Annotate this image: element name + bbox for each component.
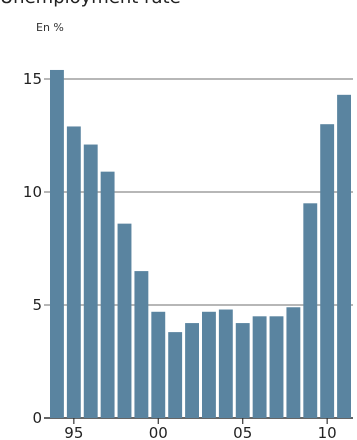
y-tick-label: 10 — [23, 183, 42, 201]
bar-1999 — [134, 271, 149, 418]
y-tick-label: 0 — [32, 409, 42, 427]
bar-2000 — [151, 311, 166, 418]
bar-2001 — [168, 332, 183, 418]
bar-1996 — [83, 144, 98, 419]
bar-1998 — [117, 223, 132, 418]
bar-2003 — [202, 311, 216, 418]
bar-2008 — [286, 307, 301, 418]
bar-1995 — [66, 126, 81, 419]
bar-2007 — [269, 316, 284, 418]
chart-subtitle: En % — [36, 21, 64, 34]
x-tick-label: 95 — [64, 424, 83, 440]
bar-2010 — [320, 124, 335, 418]
bar-1997 — [100, 171, 115, 418]
y-tick-label: 15 — [23, 70, 42, 88]
bar-2011 — [337, 94, 351, 418]
bar-2009 — [303, 203, 318, 418]
bar-2006 — [252, 316, 267, 418]
bar-1994 — [50, 69, 64, 419]
chart-title: Unemployment rate — [0, 0, 181, 8]
bar-2002 — [185, 323, 199, 418]
bar-2005 — [235, 323, 250, 418]
x-tick-label: 00 — [149, 424, 168, 440]
x-tick-label: 05 — [233, 424, 252, 440]
bar-2004 — [218, 309, 233, 418]
y-tick-label: 5 — [32, 296, 42, 314]
x-tick-label: 10 — [318, 424, 337, 440]
